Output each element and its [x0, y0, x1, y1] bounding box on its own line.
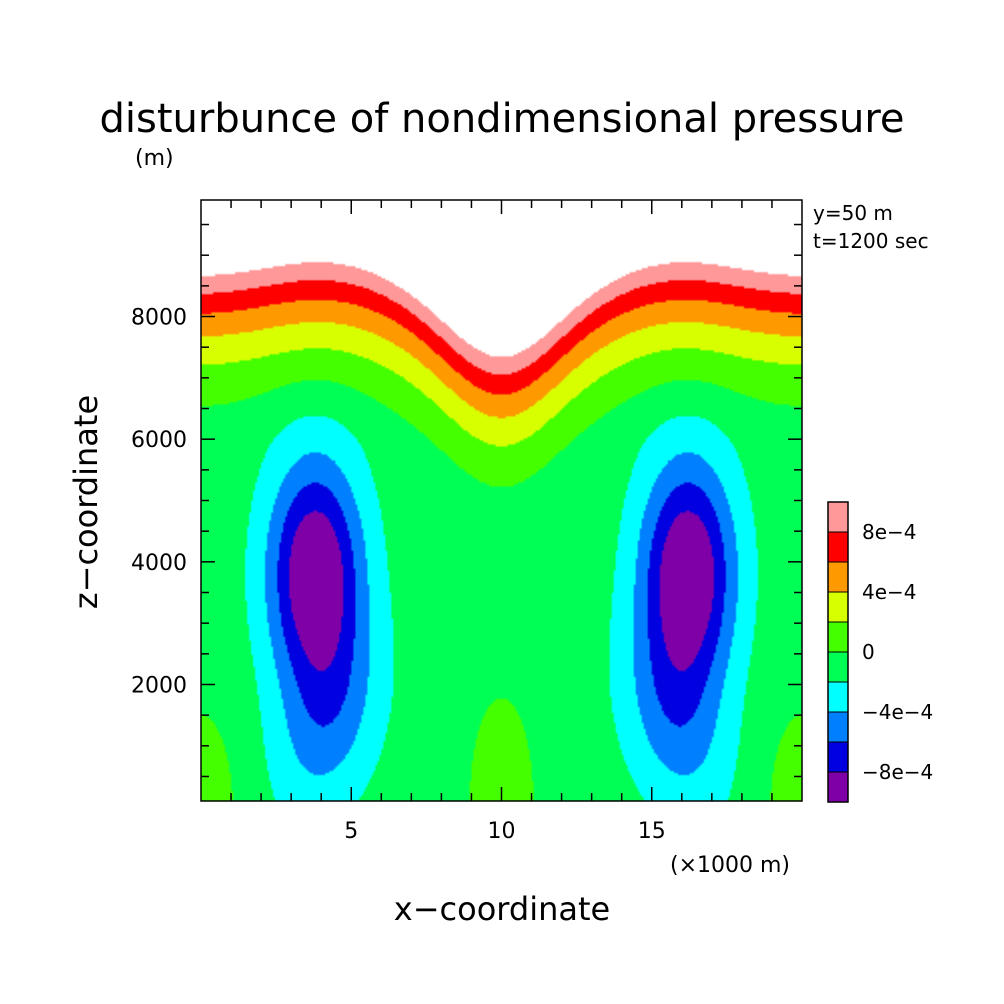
colorbar-label: 4e−4 [862, 580, 917, 604]
info-y: y=50 m [813, 201, 893, 225]
chart-title: disturbunce of nondimensional pressure [100, 96, 905, 142]
colorbar-swatch [828, 652, 848, 682]
colorbar-swatch [828, 772, 848, 802]
colorbar-label: 8e−4 [862, 520, 917, 544]
colorbar-label: −4e−4 [862, 700, 933, 724]
x-axis-unit: (×1000 m) [670, 853, 790, 878]
y-tick-label: 6000 [131, 428, 187, 453]
y-axis: 2000 4000 6000 8000 [131, 223, 802, 778]
y-tick-label: 2000 [131, 673, 187, 698]
colorbar-label: 0 [862, 640, 875, 664]
colorbar-swatch [828, 562, 848, 592]
x-axis-label: x−coordinate [394, 890, 610, 928]
colorbar-swatch [828, 742, 848, 772]
x-tick-label: 15 [638, 819, 666, 844]
y-axis-label: z−coordinate [67, 395, 105, 609]
colorbar-label: −8e−4 [862, 760, 933, 784]
colorbar-swatch [828, 532, 848, 562]
colorbar-swatch [828, 622, 848, 652]
colorbar-swatch [828, 712, 848, 742]
x-tick-label: 5 [344, 819, 358, 844]
y-tick-label: 4000 [131, 551, 187, 576]
x-tick-label: 10 [488, 819, 516, 844]
colorbar-swatch [828, 592, 848, 622]
info-t: t=1200 sec [813, 229, 929, 253]
colorbar: 8e−4 4e−4 0 −4e−4 −8e−4 [827, 501, 933, 803]
colorbar-swatch [828, 682, 848, 712]
chart-units: (m) [135, 146, 174, 171]
heatmap-field [201, 200, 802, 801]
x-axis: 5 10 15 [230, 200, 773, 844]
plot-area [200, 199, 803, 802]
y-tick-label: 8000 [131, 306, 187, 331]
colorbar-swatch [828, 502, 848, 532]
